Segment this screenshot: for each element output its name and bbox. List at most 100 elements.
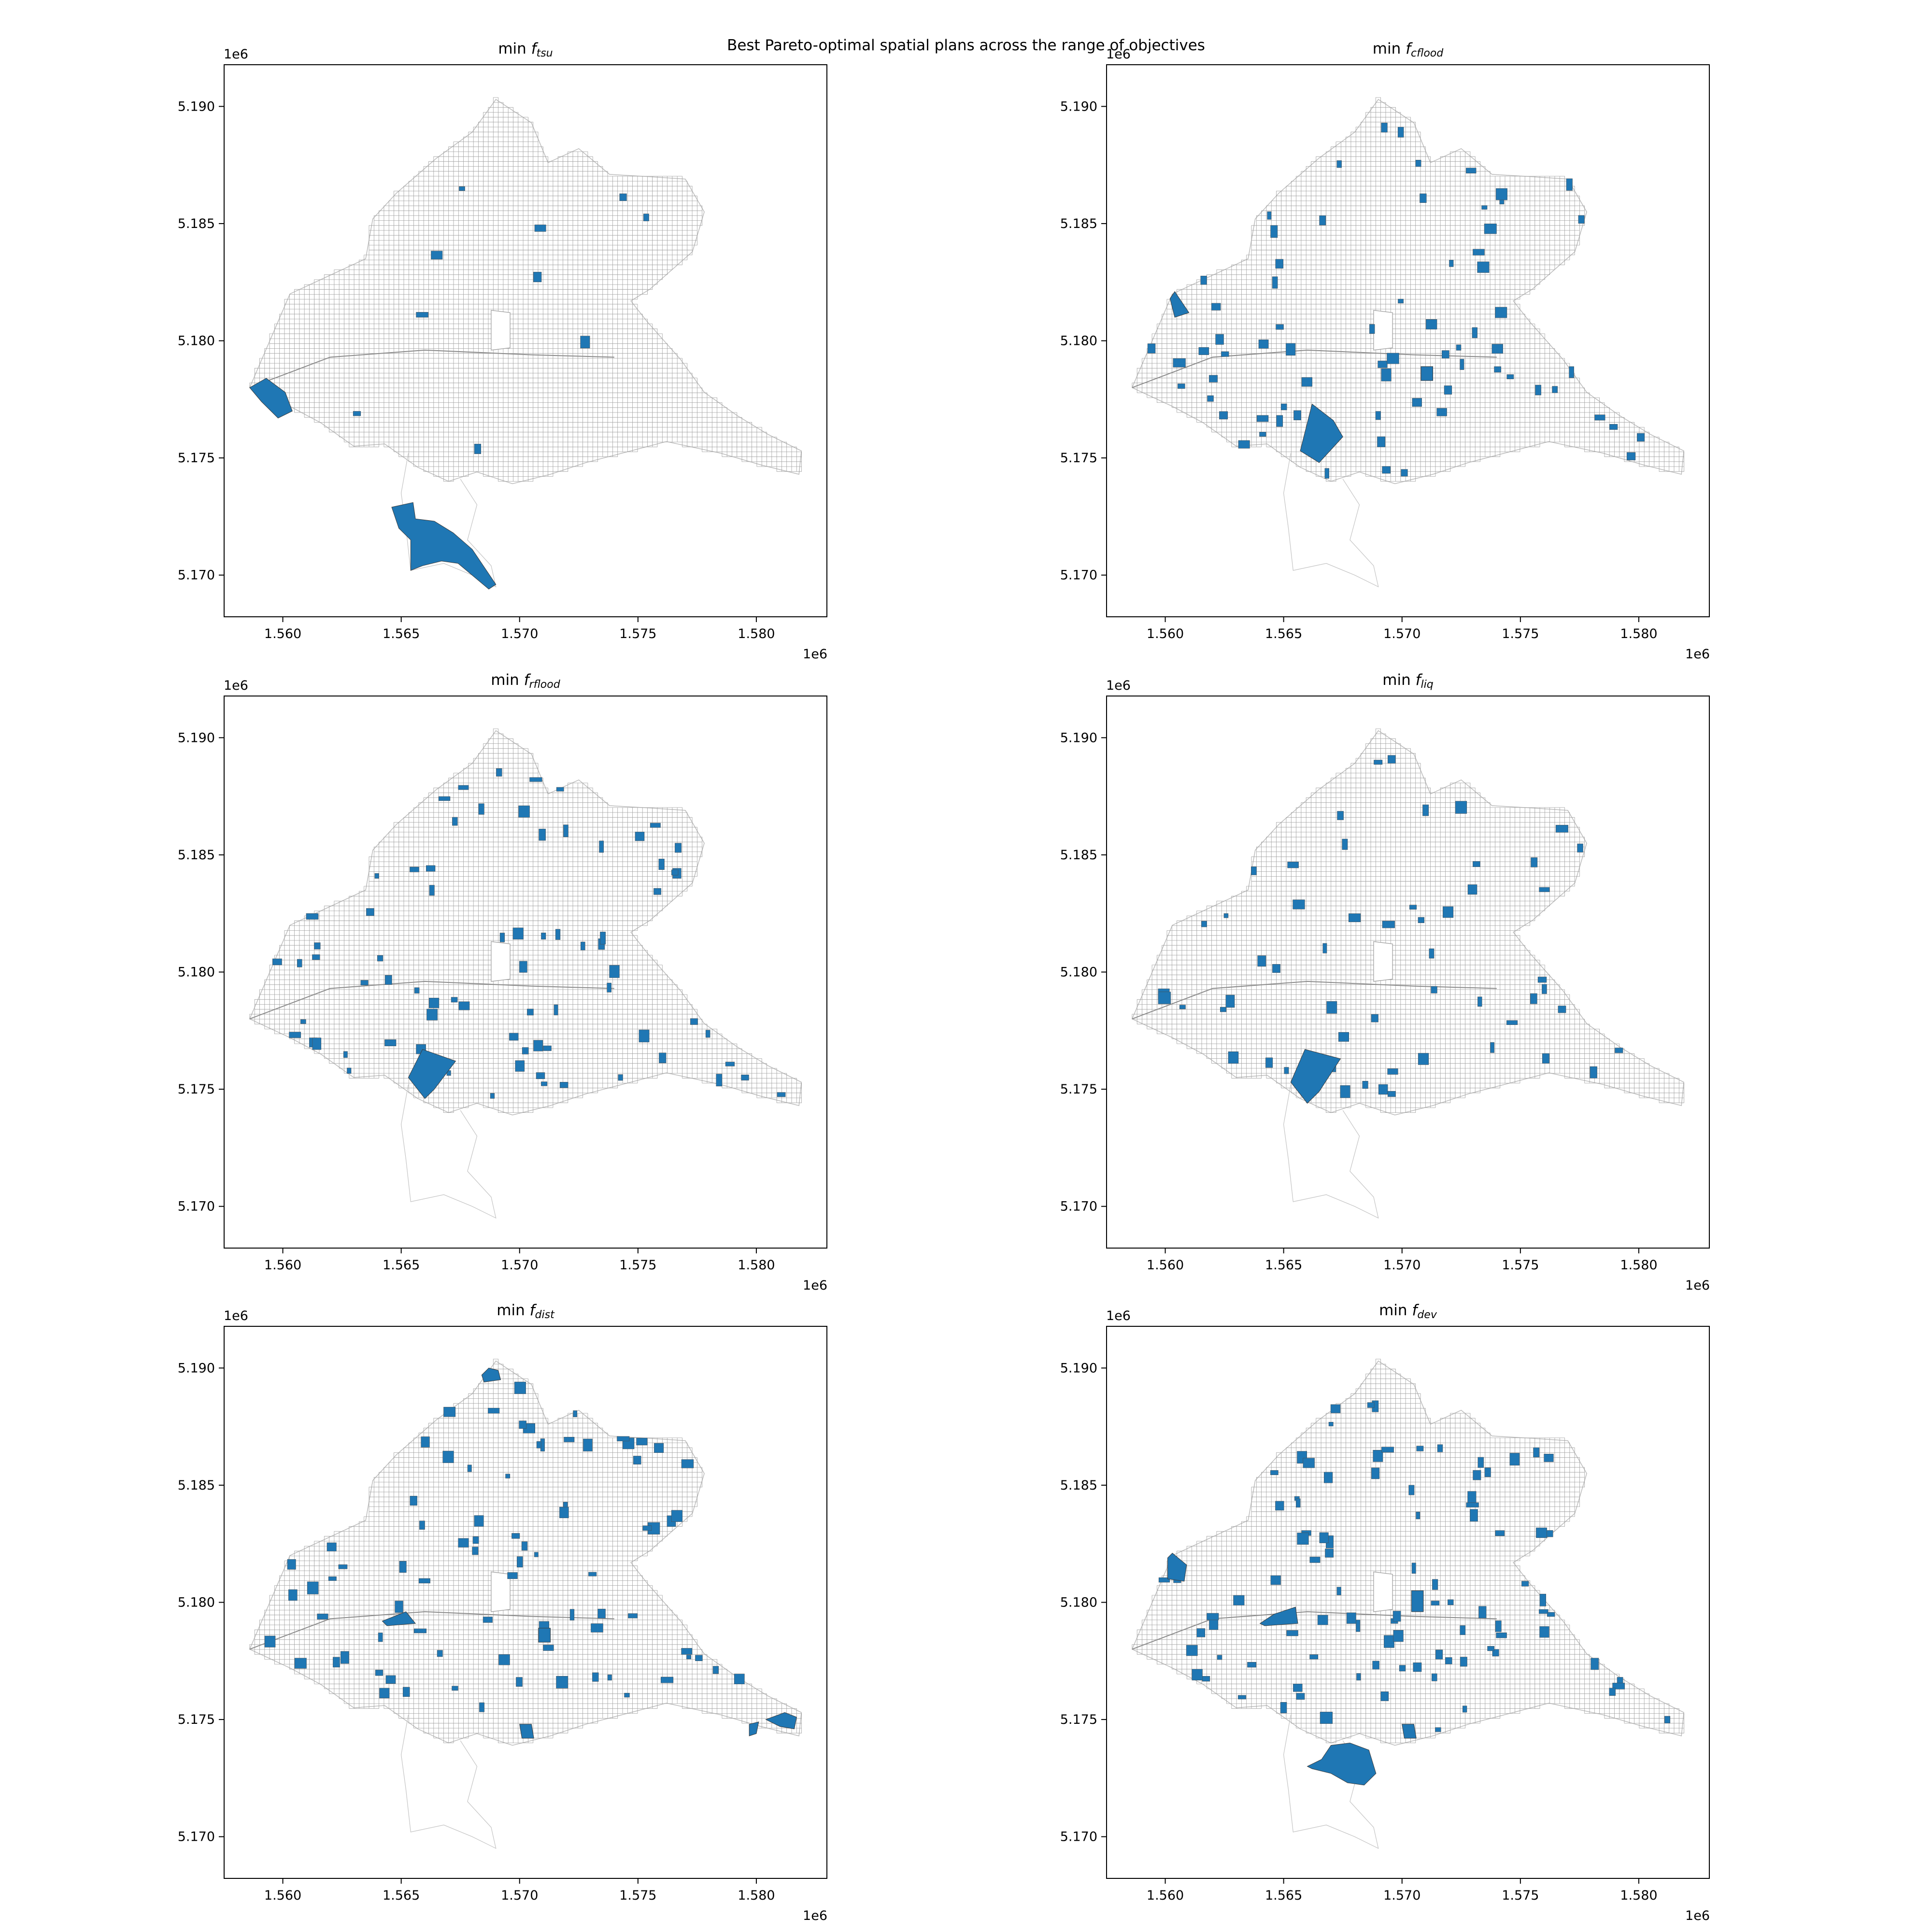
selected-parcel — [599, 840, 604, 853]
selected-parcel — [650, 823, 661, 828]
selected-parcel — [1209, 375, 1218, 383]
figure-suptitle: Best Pareto-optimal spatial plans across… — [727, 37, 1205, 54]
y-offset-label: 1e6 — [224, 47, 248, 62]
selected-parcel — [410, 1496, 417, 1506]
selected-parcel — [1566, 178, 1573, 191]
selected-parcel — [1413, 1662, 1422, 1672]
selected-parcel — [1492, 1649, 1499, 1657]
selected-parcel — [1192, 1669, 1203, 1680]
x-tick-label: 1.565 — [383, 1258, 420, 1273]
selected-parcel — [1319, 215, 1326, 226]
selected-parcel — [600, 932, 606, 945]
selected-parcel — [515, 1060, 525, 1072]
selected-parcel — [421, 1436, 430, 1448]
selected-zone — [1421, 366, 1433, 381]
selected-parcel — [536, 1441, 541, 1449]
selected-parcel — [1320, 1712, 1333, 1724]
selected-parcel — [1387, 755, 1396, 764]
selected-parcel — [1371, 1467, 1380, 1479]
selected-parcel — [1247, 1662, 1257, 1668]
selected-parcel — [529, 777, 542, 782]
selected-parcel — [333, 1657, 340, 1668]
selected-parcel — [1286, 343, 1296, 356]
selected-parcel — [429, 885, 435, 896]
selected-parcel — [1449, 259, 1454, 267]
selected-parcel — [597, 1608, 606, 1619]
x-tick-label: 1.580 — [1620, 1258, 1657, 1273]
parcel-grid — [249, 1359, 802, 1743]
selected-parcel — [375, 1670, 384, 1676]
selected-parcel — [1462, 1705, 1467, 1713]
selected-zone — [765, 1712, 797, 1730]
selected-parcel — [478, 803, 484, 815]
selected-parcel — [516, 1556, 523, 1568]
panel-title-liq: min fliq — [1382, 671, 1434, 691]
selected-parcel — [1664, 1716, 1671, 1723]
axes-frame — [1106, 64, 1710, 617]
selected-parcel — [635, 832, 645, 841]
hill-boundary — [400, 1084, 497, 1219]
selected-parcel — [1416, 1446, 1424, 1451]
selected-parcel — [459, 186, 465, 191]
selected-parcel — [559, 1082, 568, 1088]
selected-parcel — [564, 1437, 575, 1442]
y-tick-label: 5.190 — [178, 99, 215, 114]
x-offset-label: 1e6 — [803, 1908, 827, 1923]
selected-parcel — [395, 1601, 403, 1613]
x-tick-label: 1.580 — [738, 1888, 775, 1903]
axes-frame — [1106, 696, 1710, 1249]
x-tick-label: 1.565 — [383, 1888, 420, 1903]
y-tick-label: 5.175 — [1060, 451, 1097, 466]
selected-parcel — [1220, 1007, 1227, 1012]
selected-parcel — [1330, 1404, 1341, 1413]
x-offset-label: 1e6 — [1685, 647, 1710, 662]
selected-parcel — [533, 271, 542, 283]
selected-parcel — [1369, 324, 1375, 334]
selected-parcel — [1612, 1683, 1625, 1690]
selected-parcel — [498, 1654, 510, 1665]
selected-parcel — [1340, 1085, 1350, 1098]
selected-parcel — [437, 1650, 443, 1657]
selected-parcel — [1259, 432, 1266, 437]
selected-parcel — [1309, 1557, 1321, 1563]
selected-parcel — [624, 1692, 630, 1698]
panel-title-dev: min fdev — [1379, 1302, 1437, 1321]
selected-parcel — [1429, 948, 1435, 959]
selected-parcel — [1293, 1683, 1303, 1692]
selected-parcel — [1542, 984, 1547, 994]
selected-parcel — [467, 1464, 472, 1472]
x-tick-label: 1.560 — [1147, 1888, 1184, 1903]
y-tick-label: 5.175 — [178, 1712, 215, 1727]
park-area — [491, 1571, 511, 1612]
y-tick-label: 5.185 — [178, 216, 215, 231]
selected-parcel — [1296, 1693, 1305, 1700]
y-tick-label: 5.170 — [1060, 568, 1097, 583]
selected-parcel — [1348, 913, 1361, 923]
y-offset-label: 1e6 — [1106, 47, 1131, 62]
selected-parcel — [1460, 359, 1464, 370]
selected-parcel — [1530, 993, 1537, 1004]
axes-frame — [224, 64, 827, 617]
park-area — [491, 310, 511, 351]
selected-parcel — [1179, 1005, 1186, 1009]
selected-parcel — [1200, 275, 1207, 285]
y-tick-label: 5.180 — [1060, 1595, 1097, 1610]
selected-parcel — [458, 785, 469, 790]
parcel-layer — [249, 728, 802, 1219]
map-canvas-rflood: 1.560 1.565 1.570 1.575 1.580 5.190 5.185 5.180… — [178, 678, 827, 1293]
selected-parcel — [1495, 307, 1507, 318]
selected-parcel — [1473, 861, 1480, 867]
selected-parcel — [317, 1613, 328, 1619]
selected-parcel — [1539, 887, 1550, 892]
selected-parcel — [443, 1406, 456, 1417]
axes-frame — [1106, 1326, 1710, 1879]
selected-parcel — [288, 1589, 298, 1601]
selected-parcel — [1431, 1601, 1440, 1605]
selected-parcel — [1173, 358, 1186, 368]
selected-parcel — [505, 1474, 511, 1478]
x-offset-label: 1e6 — [803, 1278, 827, 1293]
selected-parcel — [607, 1674, 612, 1681]
selected-parcel — [1415, 160, 1421, 167]
selected-parcel — [1158, 1577, 1170, 1583]
selected-parcel — [1495, 1530, 1505, 1536]
